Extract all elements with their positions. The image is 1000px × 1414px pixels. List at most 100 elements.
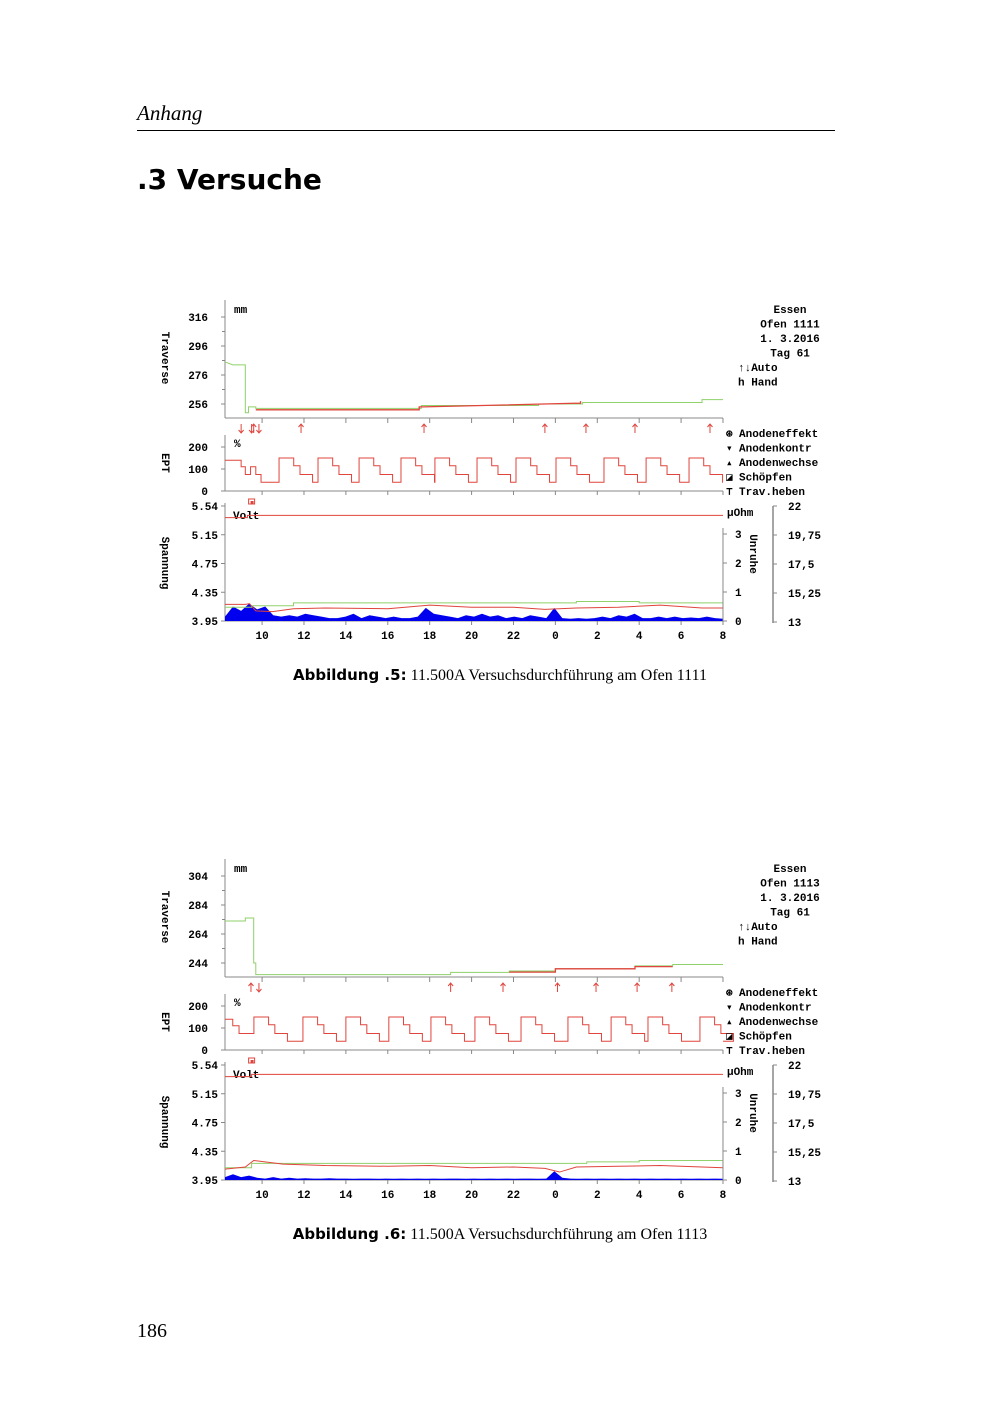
ept-unit: % [234, 439, 241, 451]
chart-info-line: 1. 3.2016 [760, 893, 819, 905]
up-arrow-icon [583, 423, 589, 433]
x-tick-label: 4 [636, 1190, 643, 1202]
legend-label: Anodeneffekt [739, 429, 818, 441]
x-tick-label: 16 [381, 631, 394, 643]
ept-tick-label: 0 [201, 487, 208, 499]
chart-info-line: Essen [773, 864, 806, 876]
section-title: .3 Versuche [137, 163, 322, 196]
ohm-tick-label: 19,75 [788, 531, 821, 543]
traverse-green-line [225, 917, 723, 976]
legend-label: Schöpfen [739, 1032, 792, 1044]
header-rule [137, 130, 835, 131]
ept-tick-label: 100 [188, 465, 208, 477]
unruhe-area [225, 1171, 723, 1180]
up-arrow-icon [248, 982, 254, 992]
ohm-tick-label: 17,5 [788, 560, 815, 572]
figure-6-caption: Abbildung .6: 11.500A Versuchsdurchführu… [0, 1225, 1000, 1244]
legend-label: Anodenkontr [739, 444, 812, 456]
chart-info-line: ↑↓Auto [738, 363, 778, 375]
up-arrow-icon [668, 982, 675, 992]
spannung-green-line [225, 600, 723, 608]
legend-anodeneffekt-icon: ⊛ [726, 429, 733, 441]
spannung-axis-label: Spannung [158, 537, 170, 590]
legend-label: Schöpfen [739, 473, 792, 485]
caption-label: Abbildung .5: [293, 666, 407, 684]
unruhe-tick-label: 2 [735, 559, 742, 571]
unruhe-area [225, 603, 723, 621]
ohm-tick-label: 17,5 [788, 1119, 815, 1131]
x-tick-label: 14 [339, 1190, 353, 1202]
figure-5-caption: Abbildung .5: 11.500A Versuchsdurchführu… [0, 666, 1000, 685]
ept-tick-label: 200 [188, 1002, 208, 1014]
legend-anodenkontr-icon: ▾ [726, 1003, 733, 1015]
caption-text: 11.500A Versuchsdurchführung am Ofen 111… [406, 667, 707, 684]
up-arrow-icon [632, 423, 638, 433]
traverse-unit: mm [234, 864, 248, 876]
down-arrow-icon [238, 424, 245, 434]
ohm-tick-label: 22 [788, 502, 801, 514]
spannung-red-line [225, 603, 723, 613]
x-tick-label: 10 [255, 1190, 268, 1202]
ohm-tick-label: 19,75 [788, 1090, 821, 1102]
unruhe-tick-label: 3 [735, 530, 742, 542]
chart-info-line: h Hand [738, 937, 778, 949]
legend-schpfen-icon: ◪ [726, 473, 733, 485]
x-tick-label: 2 [594, 1190, 601, 1202]
legend-label: Anodenwechse [739, 458, 819, 470]
up-arrow-icon [593, 982, 599, 992]
x-tick-label: 18 [423, 631, 437, 643]
x-tick-label: 12 [297, 1190, 310, 1202]
x-tick-label: 18 [423, 1190, 437, 1202]
traverse-tick-label: 264 [188, 930, 208, 942]
legend-anodeneffekt-icon: ⊛ [726, 988, 733, 1000]
legend-travheben-icon: ⊤ [726, 1046, 733, 1058]
spannung-unit: Volt [233, 511, 259, 523]
traverse-red-line [255, 401, 582, 411]
spannung-tick-label: 3.95 [192, 1176, 219, 1188]
unruhe-axis-label: Unruhe [746, 1093, 758, 1133]
x-tick-label: 10 [255, 631, 268, 643]
unruhe-tick-label: 3 [735, 1089, 742, 1101]
up-arrow-icon [554, 982, 561, 992]
volt-line [225, 514, 723, 519]
up-arrow-icon [421, 423, 427, 433]
x-tick-label: 20 [465, 1190, 478, 1202]
unruhe-tick-label: 0 [735, 1176, 742, 1188]
ohm-tick-label: 15,25 [788, 1148, 821, 1160]
ept-tick-label: 100 [188, 1024, 208, 1036]
spannung-tick-label: 5.15 [192, 1090, 219, 1102]
caption-label: Abbildung .6: [292, 1225, 407, 1243]
ohm-unit: µOhm [727, 508, 754, 520]
spannung-red-line [224, 1159, 723, 1173]
unruhe-tick-label: 1 [735, 588, 742, 600]
legend-schpfen-icon: ◪ [726, 1032, 733, 1044]
x-tick-label: 8 [720, 1190, 727, 1202]
chart-info-line: Tag 61 [770, 349, 810, 361]
ept-line [225, 1016, 734, 1042]
x-tick-label: 20 [465, 631, 478, 643]
up-arrow-icon [707, 423, 713, 433]
unruhe-axis-label: Unruhe [746, 534, 758, 574]
traverse-tick-label: 276 [188, 371, 208, 383]
legend-travheben-icon: ⊤ [726, 487, 733, 499]
up-arrow-icon [634, 982, 640, 992]
traverse-axis-label: Traverse [158, 332, 170, 385]
x-tick-label: 2 [594, 631, 601, 643]
spannung-tick-label: 5.54 [192, 1061, 219, 1073]
spannung-tick-label: 4.75 [192, 1119, 219, 1131]
up-arrow-icon [298, 423, 304, 433]
ept-tick-label: 0 [201, 1046, 208, 1058]
traverse-unit: mm [234, 305, 248, 317]
chart-info-line: Ofen 1111 [760, 320, 820, 332]
traverse-axis-label: Traverse [158, 891, 170, 944]
x-tick-label: 0 [552, 1190, 559, 1202]
chart-info-line: Ofen 1113 [760, 879, 820, 891]
x-tick-label: 4 [636, 631, 643, 643]
down-arrow-icon [256, 983, 262, 993]
chart-info-line: h Hand [738, 378, 778, 390]
ohm-tick-label: 13 [788, 618, 802, 630]
x-tick-label: 8 [720, 631, 727, 643]
x-tick-label: 6 [678, 631, 685, 643]
page-number: 186 [137, 1320, 167, 1342]
chart-info-line: 1. 3.2016 [760, 334, 819, 346]
